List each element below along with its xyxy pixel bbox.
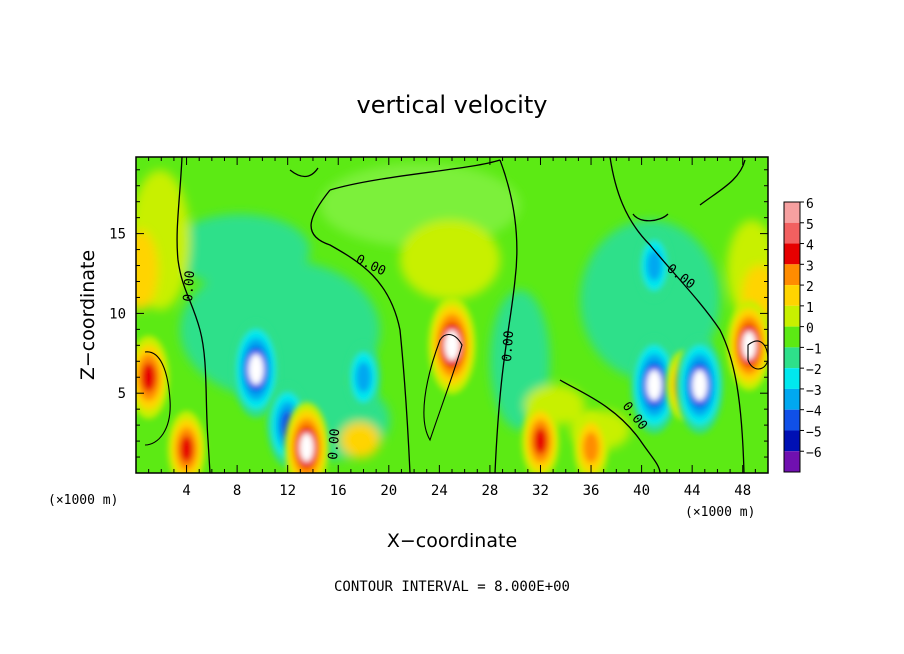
field-cell	[167, 411, 206, 473]
contour-label: 0.00	[500, 330, 517, 362]
x-tick-label: 48	[734, 483, 751, 499]
contour-label: 0.00	[181, 270, 198, 302]
x-tick-label: 4	[182, 483, 190, 499]
colorbar-swatch	[784, 451, 800, 472]
y-axis-label: Z−coordinate	[77, 250, 99, 380]
y-tick-label: 5	[118, 386, 126, 402]
chart-title: vertical velocity	[357, 91, 548, 119]
y-tick-label: 15	[109, 227, 126, 243]
colorbar-swatch	[784, 409, 800, 431]
x-axis-label: X−coordinate	[387, 530, 517, 552]
colorbar-label: 2	[806, 280, 814, 295]
colorbar-label: 1	[806, 301, 814, 316]
colorbar-label: −6	[806, 446, 822, 461]
field-cell	[637, 231, 672, 301]
colorbar-swatch	[784, 347, 800, 369]
colorbar-swatch	[784, 430, 800, 452]
field-cell	[136, 335, 170, 419]
colorbar-label: −5	[806, 425, 822, 440]
field-cell	[573, 412, 609, 473]
colorbar-label: 5	[806, 218, 814, 233]
contour-lines	[144, 157, 768, 473]
field-cell	[232, 320, 280, 418]
x-tick-label: 28	[481, 483, 498, 499]
colorbar-label: −4	[806, 405, 822, 420]
colorbar-label: 3	[806, 259, 814, 274]
y-tick-label: 10	[109, 306, 126, 322]
field-cell	[428, 296, 476, 394]
colorbar-label: −3	[806, 384, 822, 399]
colorbar-label: 6	[806, 197, 814, 212]
field-cell	[676, 336, 724, 434]
colorbar-swatch	[784, 368, 800, 389]
contour-label: 0.00	[326, 428, 343, 460]
colorbar-swatch	[784, 305, 800, 327]
x-tick-label: 24	[431, 483, 448, 499]
x-unit-left: (×1000 m)	[48, 493, 118, 508]
colorbar-swatch	[784, 285, 800, 306]
x-tick-label: 32	[532, 483, 549, 499]
x-tick-label: 16	[330, 483, 347, 499]
colorbar-swatch	[784, 222, 800, 244]
x-tick-label: 20	[380, 483, 397, 499]
colorbar-swatch	[784, 202, 800, 223]
contour-interval-text: CONTOUR INTERVAL = 8.000E+00	[334, 579, 570, 595]
colorbar-swatch	[784, 388, 800, 410]
colorbar-label: −2	[806, 363, 822, 378]
x-tick-label: 8	[233, 483, 241, 499]
x-tick-label: 36	[583, 483, 600, 499]
field-cell	[284, 402, 329, 473]
colorbar-frame	[783, 201, 801, 473]
x-tick-label: 40	[633, 483, 650, 499]
plot-area	[136, 157, 768, 473]
colorbar-swatch	[784, 264, 800, 286]
colorbar-label: 4	[806, 239, 814, 254]
x-tick-label: 44	[684, 483, 701, 499]
field-cell	[630, 336, 678, 434]
colorbar-label: 0	[806, 322, 814, 337]
colorbar-label: −1	[806, 342, 822, 357]
field-cell	[521, 403, 560, 473]
x-unit-right: (×1000 m)	[685, 505, 755, 520]
colorbar-swatch	[784, 243, 800, 265]
colorbar-swatch	[784, 326, 800, 348]
field-cell	[346, 342, 381, 412]
colorbar: 6 5 4 3 2 1 0 −1 −2 −3 −4 −5 −6	[783, 197, 822, 473]
x-tick-label: 12	[279, 483, 296, 499]
